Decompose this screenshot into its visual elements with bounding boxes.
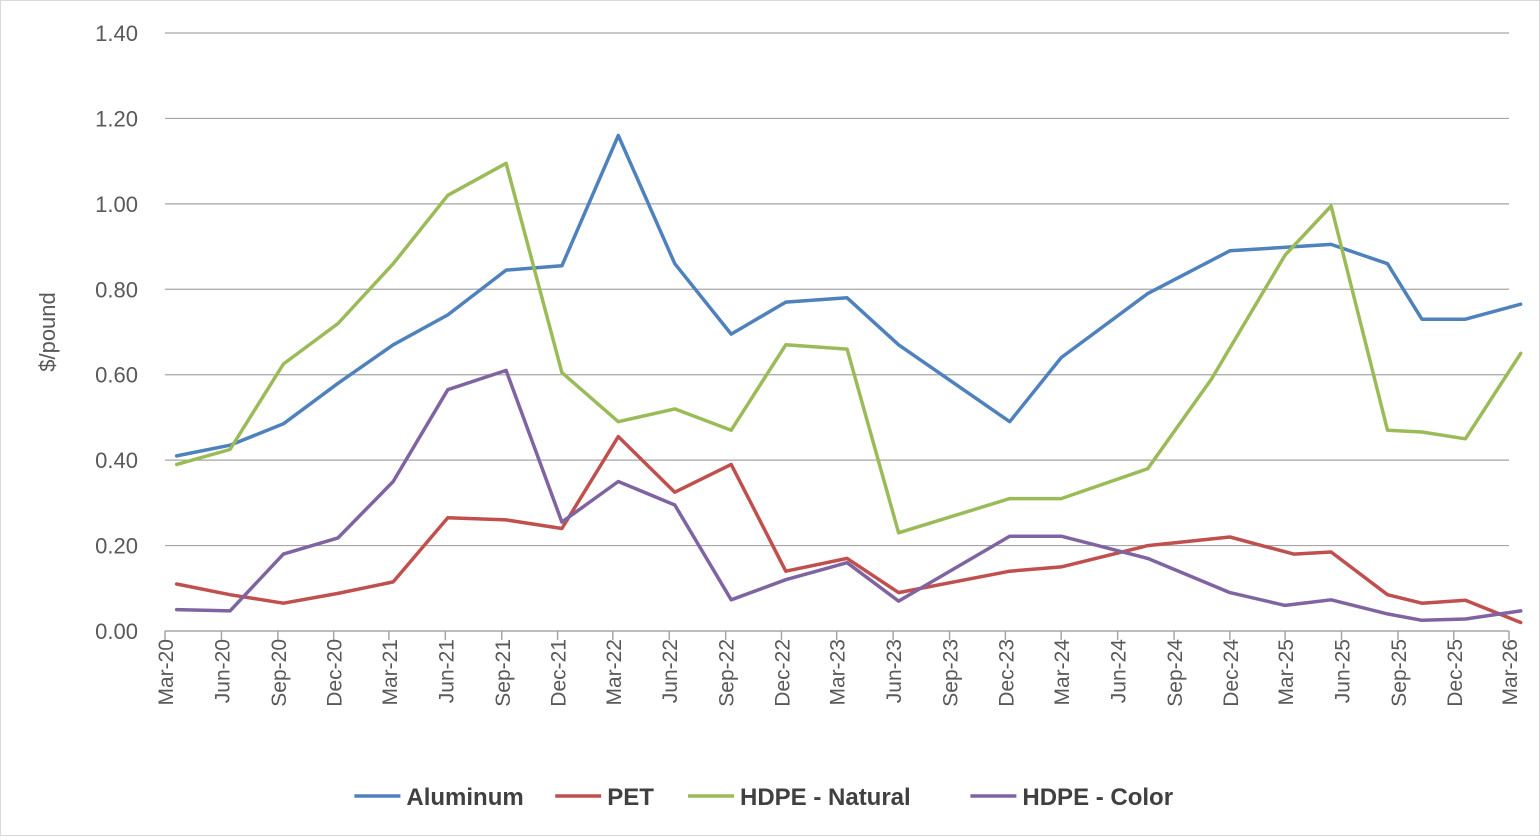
x-tick-label: Jun-25: [1332, 639, 1355, 703]
x-tick-label: Mar-24: [1051, 639, 1074, 706]
x-tick-label: Sep-24: [1164, 639, 1187, 707]
legend-label: PET: [607, 784, 654, 811]
x-tick-label: Dec-23: [995, 639, 1018, 707]
x-tick-label: Mar-23: [827, 639, 850, 706]
y-tick-label: 0.40: [95, 448, 138, 473]
x-tick-label: Mar-21: [379, 639, 402, 706]
x-tick-label: Sep-25: [1388, 639, 1411, 707]
x-tick-label: Jun-22: [659, 639, 682, 703]
y-tick-label: 0.80: [95, 277, 138, 302]
legend-label: HDPE - Natural: [740, 784, 911, 811]
x-tick-label: Mar-26: [1499, 639, 1522, 706]
x-tick-label: Jun-23: [883, 639, 906, 703]
series-lines: [174, 133, 1523, 625]
x-tick-label: Dec-21: [548, 639, 571, 707]
legend-label: HDPE - Color: [1022, 784, 1173, 811]
x-tick-label: Sep-22: [716, 639, 739, 707]
x-tick-label: Jun-24: [1108, 639, 1131, 704]
legend: Aluminum PET HDPE - Natural HDPE - Color: [354, 784, 1173, 811]
x-tick-label: Sep-23: [940, 639, 963, 707]
y-tick-labels: 0.00 0.20 0.40 0.60 0.80 1.00 1.20 1.40: [95, 21, 138, 644]
series-line-pet: [174, 434, 1523, 625]
x-tick-label: Jun-20: [211, 639, 234, 703]
x-axis: [164, 630, 1510, 640]
x-tick-label: Mar-20: [155, 639, 178, 706]
x-tick-label: Mar-25: [1275, 639, 1298, 706]
gridlines: [165, 32, 1509, 547]
series-line-aluminum: [174, 133, 1523, 458]
y-tick-label: 1.00: [95, 192, 138, 217]
y-tick-label: 1.20: [95, 106, 138, 131]
y-tick-label: 1.40: [95, 21, 138, 46]
x-tick-label: Sep-21: [492, 639, 515, 707]
x-tick-label: Jun-21: [435, 639, 458, 703]
x-tick-label: Sep-20: [268, 639, 291, 707]
series-line-hdpe-color: [174, 368, 1523, 623]
x-tick-labels: Mar-20 Jun-20 Sep-20 Dec-20 Mar-21 Jun-21 Sep-…: [155, 639, 1522, 707]
legend-label: Aluminum: [406, 784, 523, 811]
y-tick-label: 0.20: [95, 534, 138, 559]
x-tick-label: Dec-20: [324, 639, 347, 707]
x-tick-label: Dec-24: [1220, 639, 1243, 707]
y-axis-title: $/pound: [35, 292, 60, 372]
x-tick-label: Dec-22: [771, 639, 794, 707]
x-tick-label: Mar-22: [603, 639, 626, 706]
series-line-hdpe-natural: [174, 161, 1523, 535]
y-tick-label: 0.60: [95, 363, 138, 388]
x-tick-label: Dec-25: [1444, 639, 1467, 707]
y-tick-label: 0.00: [95, 619, 138, 644]
